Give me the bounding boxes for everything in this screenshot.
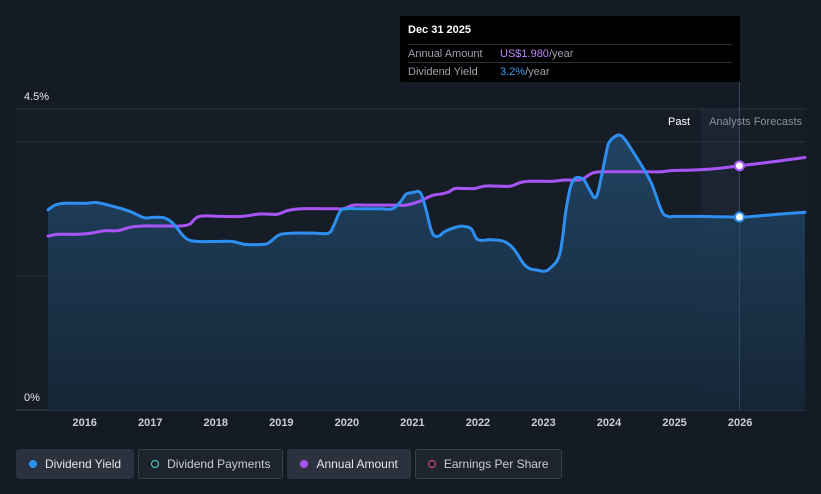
x-tick-label: 2022 xyxy=(466,417,490,429)
past-region-label: Past xyxy=(668,116,690,128)
x-axis-labels: 2016 2017 2018 2019 2020 2021 2022 2023 2024 2025… xyxy=(72,417,752,429)
x-tick-label: 2021 xyxy=(400,417,424,429)
tooltip-date: Dec 31 2025 xyxy=(408,24,471,36)
y-tick-label: 0% xyxy=(24,392,40,404)
tooltip-row-yield: Dividend Yield 3.2% /year xyxy=(408,62,732,80)
tooltip-value: 3.2% xyxy=(500,65,526,78)
legend-dividend-payments[interactable]: Dividend Payments xyxy=(138,449,284,479)
x-tick-label: 2023 xyxy=(531,417,555,429)
chart-legend: Dividend Yield Dividend Payments Annual … xyxy=(16,449,562,479)
tooltip-unit: /year xyxy=(525,65,550,78)
x-tick-label: 2016 xyxy=(72,417,96,429)
annual-amount-dot-icon xyxy=(300,460,309,468)
annual-amount-marker xyxy=(733,160,745,172)
x-tick-label: 2025 xyxy=(662,417,686,429)
hover-tooltip: Dec 31 2025 Annual Amount US$1.980 /year… xyxy=(400,16,740,82)
legend-dividend-yield[interactable]: Dividend Yield xyxy=(16,449,135,479)
dividend-yield-marker xyxy=(733,211,745,223)
legend-label: Dividend Yield xyxy=(45,457,122,471)
earnings-per-share-ring-icon xyxy=(427,460,436,468)
x-tick-label: 2017 xyxy=(138,417,162,429)
tooltip-label: Dividend Yield xyxy=(408,65,478,78)
tooltip-unit: /year xyxy=(548,47,574,60)
x-tick-label: 2018 xyxy=(204,417,228,429)
y-tick-label: 4.5% xyxy=(24,91,49,103)
tooltip-value: US$1.980 xyxy=(500,47,549,60)
forecast-region-label: Analysts Forecasts xyxy=(709,116,802,128)
legend-label: Earnings Per Share xyxy=(443,457,549,471)
dividend-yield-dot-icon xyxy=(29,460,37,468)
legend-annual-amount[interactable]: Annual Amount xyxy=(287,449,411,479)
dividend-yield-line xyxy=(46,133,807,273)
dividend-payments-ring-icon xyxy=(151,460,160,468)
x-tick-label: 2024 xyxy=(597,417,622,429)
y-axis-labels: 4.5% 0% xyxy=(24,91,49,404)
legend-label: Dividend Payments xyxy=(167,457,271,471)
legend-label: Annual Amount xyxy=(316,457,398,471)
dividend-yield-area xyxy=(48,134,805,410)
x-tick-label: 2019 xyxy=(269,417,293,429)
x-tick-label: 2020 xyxy=(335,417,359,429)
tooltip-row-annual: Annual Amount US$1.980 /year xyxy=(408,44,732,62)
x-tick-label: 2026 xyxy=(728,417,752,429)
hover-markers xyxy=(733,160,745,223)
legend-earnings-per-share[interactable]: Earnings Per Share xyxy=(414,449,562,479)
tooltip-label: Annual Amount xyxy=(408,47,483,60)
